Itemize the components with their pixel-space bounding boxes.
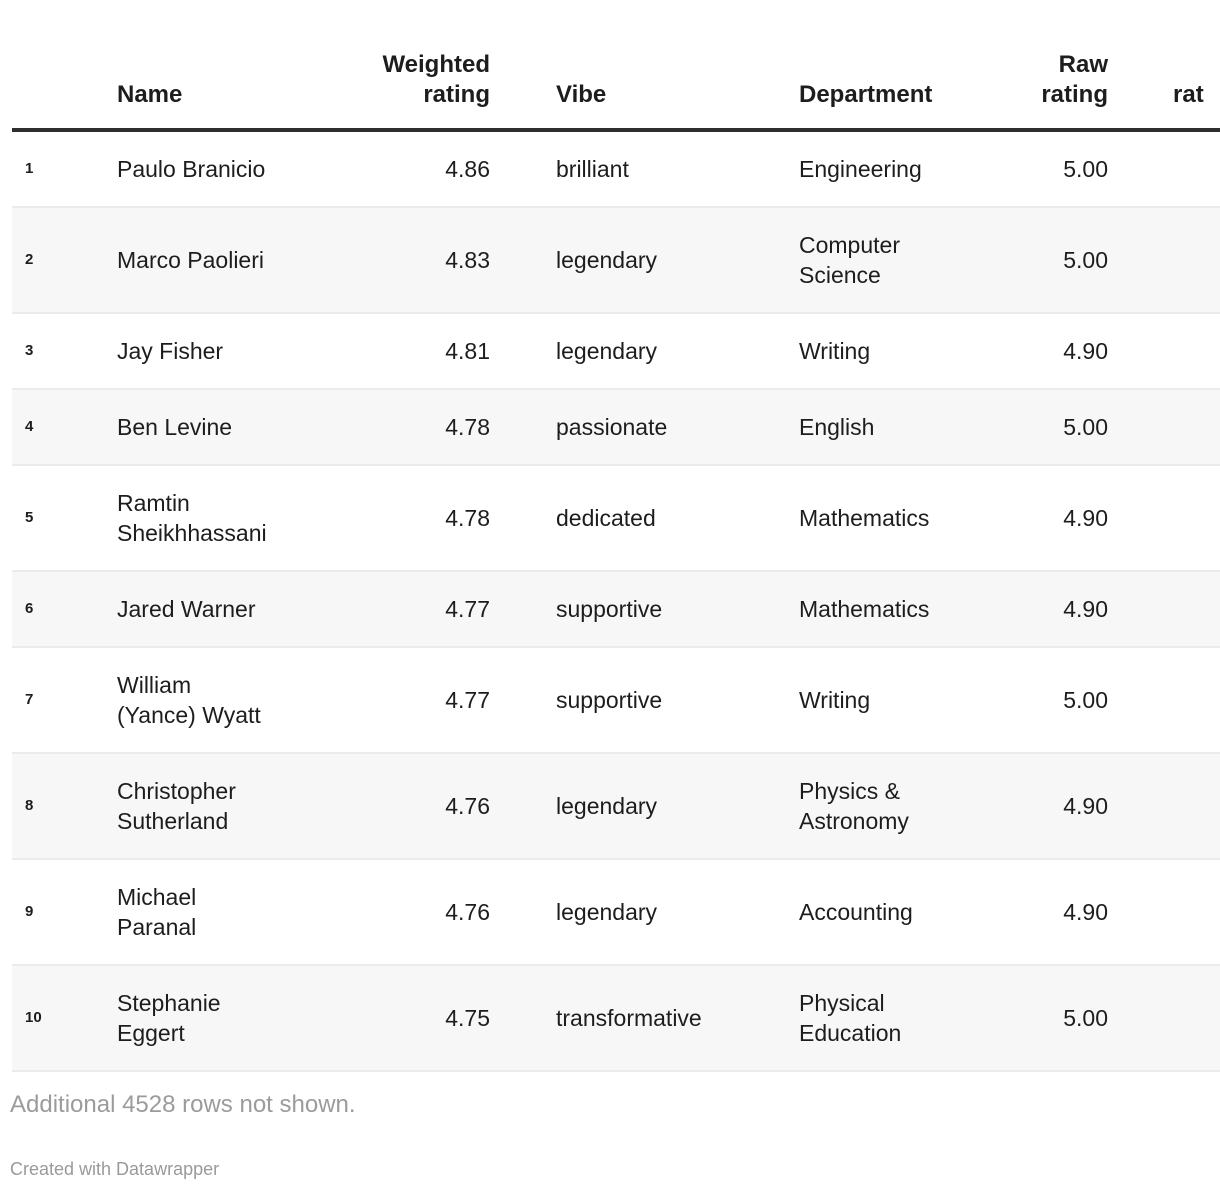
cell-extra: [1108, 388, 1220, 465]
ratings-table: Name Weighted rating Vibe Department Raw rat…: [12, 0, 1220, 1072]
column-header-name[interactable]: Name: [117, 0, 307, 132]
table-row: 3 Jay Fisher 4.81 legendary Writing 4.90: [12, 312, 1220, 389]
cell-department: Accounting: [799, 858, 1002, 965]
cell-extra: [1108, 312, 1220, 389]
table-row: 9 Michael Paranal 4.76 legendary Accounting 4…: [12, 858, 1220, 965]
cell-rank: 9: [12, 858, 117, 965]
cell-department: Mathematics: [799, 464, 1002, 571]
cell-department: Writing: [799, 646, 1002, 753]
cell-weighted: 4.76: [307, 858, 490, 965]
cell-department: Physical Education: [799, 964, 1002, 1072]
column-header-department[interactable]: Department: [799, 0, 1002, 132]
cell-raw: 5.00: [1002, 388, 1108, 465]
table-row: 6 Jared Warner 4.77 supportive Mathematics 4.…: [12, 570, 1220, 647]
cell-name: Michael Paranal: [117, 858, 307, 965]
cell-department: English: [799, 388, 1002, 465]
cell-rank: 3: [12, 312, 117, 389]
cell-name: Ben Levine: [117, 388, 307, 465]
cell-rank: 10: [12, 964, 117, 1072]
cell-vibe: legendary: [490, 752, 799, 859]
column-header-vibe[interactable]: Vibe: [490, 0, 799, 132]
cell-name: Ramtin Sheikhhassani: [117, 464, 307, 571]
table-row: 8 Christopher Sutherland 4.76 legendary Phys…: [12, 752, 1220, 859]
column-header-extra[interactable]: rat: [1108, 0, 1220, 132]
column-header-weighted[interactable]: Weighted rating: [307, 0, 490, 132]
table-row: 10 Stephanie Eggert 4.75 transformative Phys…: [12, 964, 1220, 1072]
cell-vibe: passionate: [490, 388, 799, 465]
column-header-rank-empty: [12, 0, 117, 132]
column-header-raw[interactable]: Raw rating: [1002, 0, 1108, 132]
cell-vibe: supportive: [490, 570, 799, 647]
cell-name: Paulo Branicio: [117, 156, 266, 182]
cell-weighted: 4.76: [307, 752, 490, 859]
cell-name: Stephanie Eggert: [117, 964, 307, 1072]
cell-rank: 6: [12, 570, 117, 647]
cell-extra: [1108, 752, 1220, 859]
cell-raw: 5.00: [1002, 646, 1108, 753]
table-row: 4 Ben Levine 4.78 passionate English 5.00: [12, 388, 1220, 465]
cell-extra: [1108, 964, 1220, 1072]
rows-not-shown-note: Additional 4528 rows not shown.: [10, 1091, 356, 1118]
cell-vibe: legendary: [490, 206, 799, 313]
cell-raw: 4.90: [1002, 858, 1108, 965]
cell-rank: 1: [25, 160, 34, 177]
table-header-row: Name Weighted rating Vibe Department Raw rat…: [12, 0, 1220, 132]
cell-raw: 4.90: [1002, 570, 1108, 647]
table-row: 7 William (Yance) Wyatt 4.77 supportive Writ…: [12, 646, 1220, 753]
cell-vibe: dedicated: [490, 464, 799, 571]
cell-rank: 7: [12, 646, 117, 753]
cell-extra: [1108, 464, 1220, 571]
cell-name: Christopher Sutherland: [117, 752, 307, 859]
datawrapper-attribution-link[interactable]: Created with Datawrapper: [10, 1159, 220, 1179]
table-viewport: Name Weighted rating Vibe Department Raw rat…: [12, 0, 1220, 1072]
cell-name: William (Yance) Wyatt: [117, 646, 307, 753]
cell-rank: 4: [12, 388, 117, 465]
cell-name: Marco Paolieri: [117, 206, 307, 313]
cell-department: Engineering: [799, 156, 922, 182]
cell-vibe: transformative: [490, 964, 799, 1072]
cell-extra: [1108, 858, 1220, 965]
cell-raw: 5.00: [1002, 964, 1108, 1072]
cell-name: Jay Fisher: [117, 312, 307, 389]
cell-weighted: 4.77: [307, 570, 490, 647]
cell-raw: 4.90: [1002, 312, 1108, 389]
cell-extra: [1108, 130, 1220, 207]
cell-department: Mathematics: [799, 570, 1002, 647]
cell-weighted: 4.81: [307, 312, 490, 389]
cell-weighted: 4.75: [307, 964, 490, 1072]
cell-name: Jared Warner: [117, 570, 307, 647]
cell-raw: 5.00: [1002, 206, 1108, 313]
cell-raw: 5.00: [1063, 156, 1108, 182]
cell-weighted: 4.78: [307, 464, 490, 571]
cell-vibe: legendary: [490, 312, 799, 389]
cell-weighted: 4.77: [307, 646, 490, 753]
cell-extra: [1108, 646, 1220, 753]
cell-raw: 4.90: [1002, 752, 1108, 859]
cell-department: Writing: [799, 312, 1002, 389]
cell-rank: 5: [12, 464, 117, 571]
cell-rank: 2: [12, 206, 117, 313]
cell-vibe: supportive: [490, 646, 799, 753]
cell-vibe: brilliant: [556, 156, 629, 182]
cell-weighted: 4.83: [307, 206, 490, 313]
cell-department: Physics & Astronomy: [799, 752, 1002, 859]
cell-weighted: 4.78: [307, 388, 490, 465]
cell-extra: [1108, 206, 1220, 313]
table-row: 2 Marco Paolieri 4.83 legendary Computer Sci…: [12, 206, 1220, 313]
cell-weighted: 4.86: [445, 156, 490, 182]
cell-department: Computer Science: [799, 206, 1002, 313]
cell-vibe: legendary: [490, 858, 799, 965]
cell-extra: [1108, 570, 1220, 647]
table-row: 5 Ramtin Sheikhhassani 4.78 dedicated Mathem…: [12, 464, 1220, 571]
cell-raw: 4.90: [1002, 464, 1108, 571]
cell-rank: 8: [12, 752, 117, 859]
table-row: 1 Paulo Branicio 4.86 brilliant Engineering 5…: [12, 130, 1220, 207]
